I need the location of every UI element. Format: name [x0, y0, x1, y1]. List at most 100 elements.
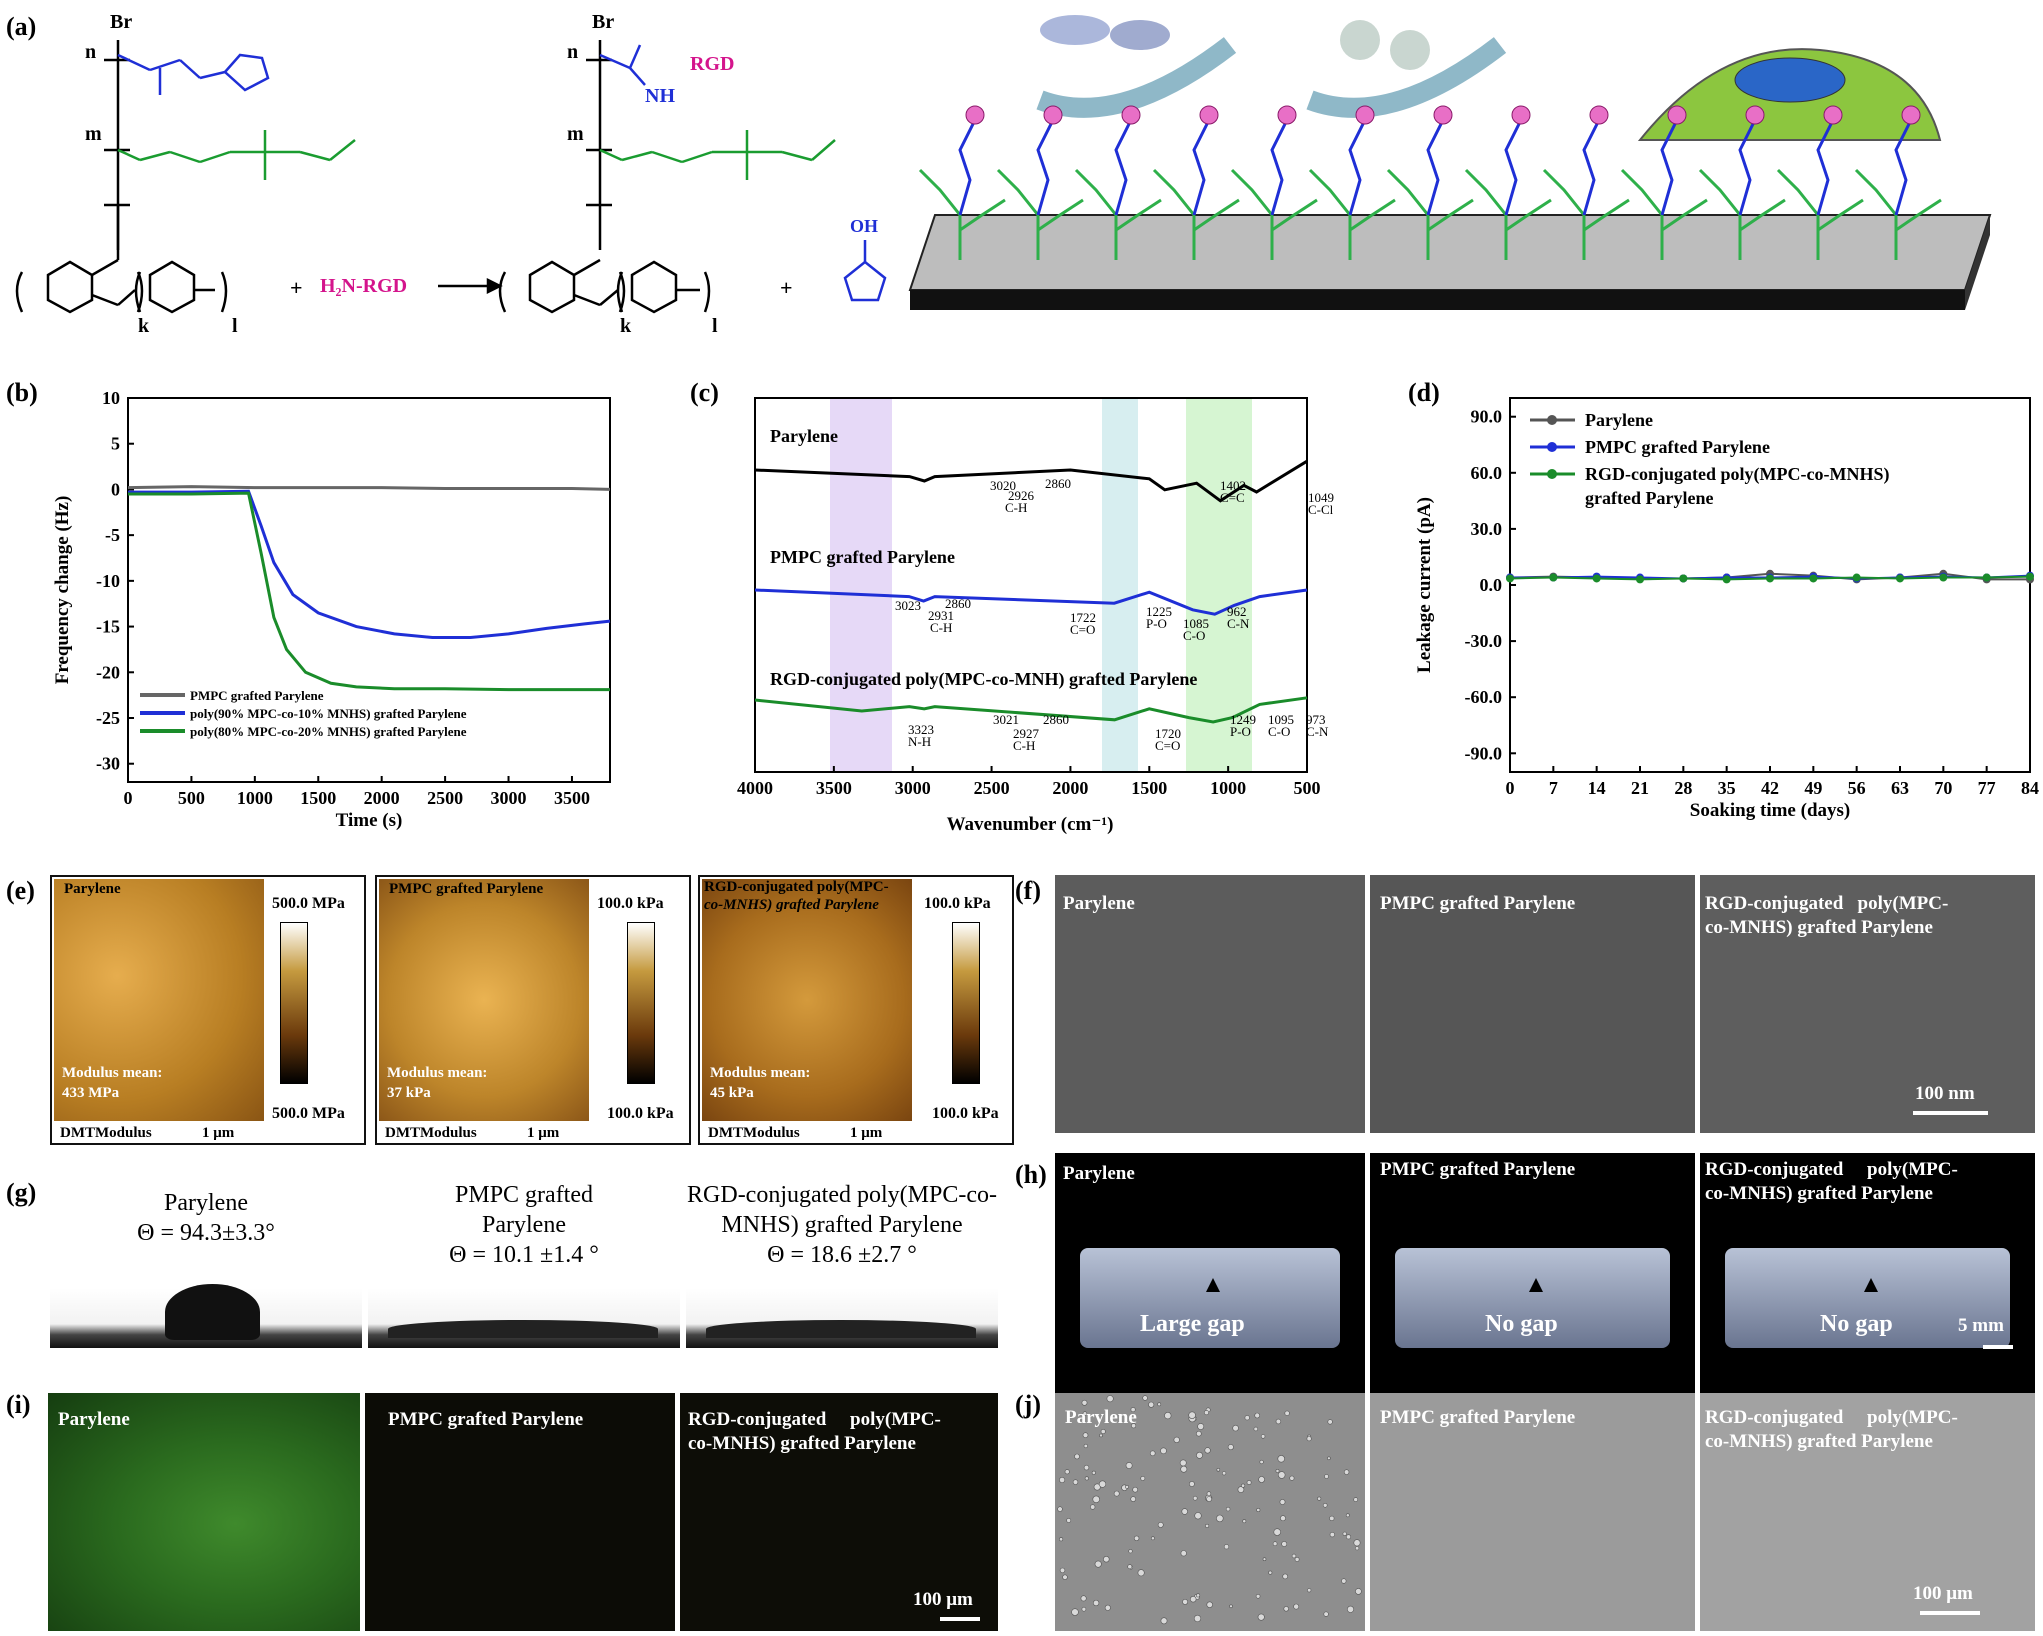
afm-colorbar [280, 922, 308, 1084]
cell [1291, 1553, 1297, 1559]
brush-chain [1074, 168, 1118, 260]
brush-chain [1308, 168, 1352, 260]
y-tick-label: 0.0 [1480, 575, 1503, 595]
peak-annotation: C=O [1155, 738, 1180, 753]
f-title-1: Parylene [1063, 893, 1135, 914]
brush-anchor [1894, 119, 1913, 216]
cell [1196, 1593, 1201, 1598]
y-tick-label: 10 [102, 388, 120, 408]
rgd-bead [1355, 105, 1375, 125]
colorbar-min: 500.0 MPa [272, 1105, 345, 1122]
cell [1057, 1506, 1063, 1512]
brush-anchor [1816, 119, 1835, 216]
cell [1246, 1480, 1252, 1485]
peak-annotation: C-Cl [1308, 502, 1334, 517]
data-point [1896, 574, 1904, 583]
cell [1275, 1418, 1282, 1425]
plus-2: + [780, 275, 793, 300]
peak-annotation: C=O [1070, 622, 1095, 637]
afm-channel: DMTModulus [60, 1125, 152, 1141]
nhs-ester-group [117, 53, 270, 95]
paraxylylene-left [15, 205, 228, 314]
x-tick-label: 1500 [1131, 778, 1167, 798]
afm-title-b: co-MNHS) grafted Parylene [704, 897, 879, 913]
data-point [1809, 574, 1818, 583]
plot-frame [127, 397, 611, 783]
series-line-2 [128, 491, 610, 692]
cell [1081, 1606, 1087, 1612]
n-label-1: n [85, 41, 96, 63]
afm-scalebar-label: 1 μm [850, 1125, 883, 1141]
cell [1257, 1613, 1265, 1621]
j-title-2: PMPC grafted Parylene [1380, 1407, 1576, 1428]
cell [1130, 1407, 1136, 1413]
cell [1194, 1512, 1202, 1520]
brush-chain [996, 168, 1040, 260]
cell [1277, 1455, 1285, 1463]
fluor-rgd [680, 1393, 998, 1631]
chart-d: 0 7 14 21 28 35 42 49 56 63 70 77 84 90.0 60.0 30.0 0.0 -… [1414, 397, 2039, 821]
x-tick-label: 84 [2021, 778, 2039, 798]
cell [1192, 1495, 1198, 1501]
f-title-3b: co-MNHS) grafted Parylene [1705, 917, 1933, 938]
cell [1149, 1450, 1156, 1457]
cell [1256, 1508, 1261, 1513]
brush-side-chain [1349, 198, 1396, 232]
cell [1081, 1399, 1088, 1406]
cell [1341, 1578, 1347, 1584]
contact-angle-0: Parylene Θ = 94.3±3.3° [50, 1190, 362, 1360]
cell [1196, 1430, 1202, 1437]
peak-annotation: C-N [1306, 724, 1329, 739]
cell [1254, 1412, 1260, 1419]
cell [1181, 1508, 1188, 1515]
ca-text-0: PMPC grafted [455, 1182, 593, 1208]
m-label-2: m [567, 123, 584, 145]
data-point [1939, 573, 1948, 582]
afm-colorbar [952, 922, 980, 1084]
c-xlabel: Wavenumber (cm⁻¹) [947, 814, 1114, 835]
j-title-1: Parylene [1065, 1407, 1137, 1428]
cell [1353, 1539, 1361, 1547]
peak-annotation: N-H [908, 734, 931, 749]
x-tick-label: 1000 [1210, 778, 1246, 798]
peak-annotation: P-O [1146, 616, 1167, 631]
spectrum-2 [754, 696, 1308, 724]
cell [1260, 1434, 1266, 1439]
rgd-bead [1745, 105, 1765, 125]
peak-annotation: 3020 [990, 478, 1016, 493]
modulus-mean-value: 433 MPa [62, 1085, 120, 1101]
n-label-2: n [567, 41, 578, 63]
cell [1072, 1479, 1079, 1485]
afm-colorbar [627, 922, 655, 1084]
cell [1278, 1471, 1286, 1479]
band-co [1102, 398, 1138, 772]
brush-chain [1698, 168, 1742, 260]
cell [1064, 1469, 1070, 1475]
rgd-label: RGD [690, 53, 734, 75]
sem-parylene [1055, 875, 1365, 1133]
ca-text-2: Θ = 10.1 ±1.4 ° [449, 1242, 599, 1268]
cell [1227, 1444, 1234, 1451]
gap-arrow [1206, 1278, 1220, 1292]
panel-h-photos: Parylene PMPC grafted Parylene RGD-conju… [1055, 1153, 2035, 1413]
l-label-2: l [712, 315, 718, 337]
cell [1059, 1537, 1064, 1542]
rgd-bead [1589, 105, 1609, 125]
modulus-mean-value: 37 kPa [387, 1085, 431, 1101]
afm-panel-1: PMPC grafted Parylene 100.0 kPa 100.0 kPa M… [375, 875, 691, 1145]
brush-anchor [1660, 119, 1679, 216]
y-tick-label: 90.0 [1471, 407, 1503, 427]
peak-annotation: C=C [1220, 490, 1245, 505]
water-droplet [165, 1284, 260, 1340]
c-title-3: RGD-conjugated poly(MPC-co-MNH) grafted … [770, 669, 1197, 690]
peak-annotation: 962 [1227, 604, 1247, 619]
panel-label-a: (a) [6, 12, 37, 41]
cell [1343, 1469, 1350, 1475]
afm-title: Parylene [64, 881, 121, 897]
chart-c: 4000 3500 3000 2500 2000 1500 1000 500 Parylene… [737, 397, 1334, 835]
h-title-3b: co-MNHS) grafted Parylene [1705, 1183, 1933, 1204]
gap-arrow [1864, 1278, 1878, 1292]
brush-anchor [1036, 119, 1055, 216]
cell [1275, 1469, 1280, 1473]
legend-marker-2 [1547, 469, 1557, 479]
